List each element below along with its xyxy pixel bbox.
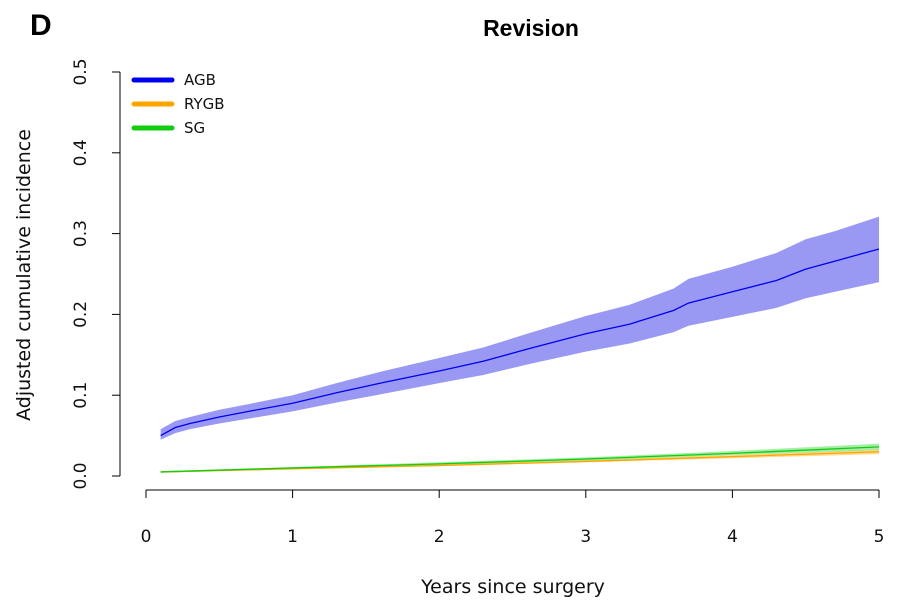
x-tick-label: 4 (727, 527, 738, 547)
x-axis-label: Years since surgery (420, 576, 605, 598)
agb-series-line (160, 248, 880, 437)
x-tick-label: 0 (141, 527, 152, 547)
x-tick-label: 5 (874, 527, 885, 547)
y-tick-label: 0.2 (71, 301, 91, 328)
y-tick-label: 0.1 (71, 382, 91, 409)
y-tick-label: 0.4 (71, 139, 91, 166)
y-axis-label: Adjusted cumulative incidence (13, 129, 35, 421)
x-tick-label: 2 (434, 527, 445, 547)
series-lines (160, 248, 880, 473)
agb-confidence-band (160, 216, 879, 440)
rygb-series-line (160, 451, 880, 473)
y-tick-label: 0.5 (71, 58, 91, 85)
x-tick-label: 3 (580, 527, 591, 547)
agb-legend-label: AGB (184, 71, 216, 89)
y-tick-label: 0.0 (71, 462, 91, 489)
sg-series-line (160, 446, 880, 473)
x-tick-label: 1 (287, 527, 298, 547)
confidence-bands (160, 216, 879, 473)
rygb-legend-label: RYGB (184, 95, 225, 113)
axes: 0 1 2 3 4 5 0.0 0.1 0.2 0.3 0.4 0.5 (71, 58, 884, 547)
y-tick-label: 0.3 (71, 220, 91, 247)
chart-title: Revision (483, 15, 579, 41)
legend: AGB RYGB SG (131, 71, 225, 137)
sg-legend-label: SG (184, 119, 205, 137)
panel-letter: D (30, 9, 52, 42)
